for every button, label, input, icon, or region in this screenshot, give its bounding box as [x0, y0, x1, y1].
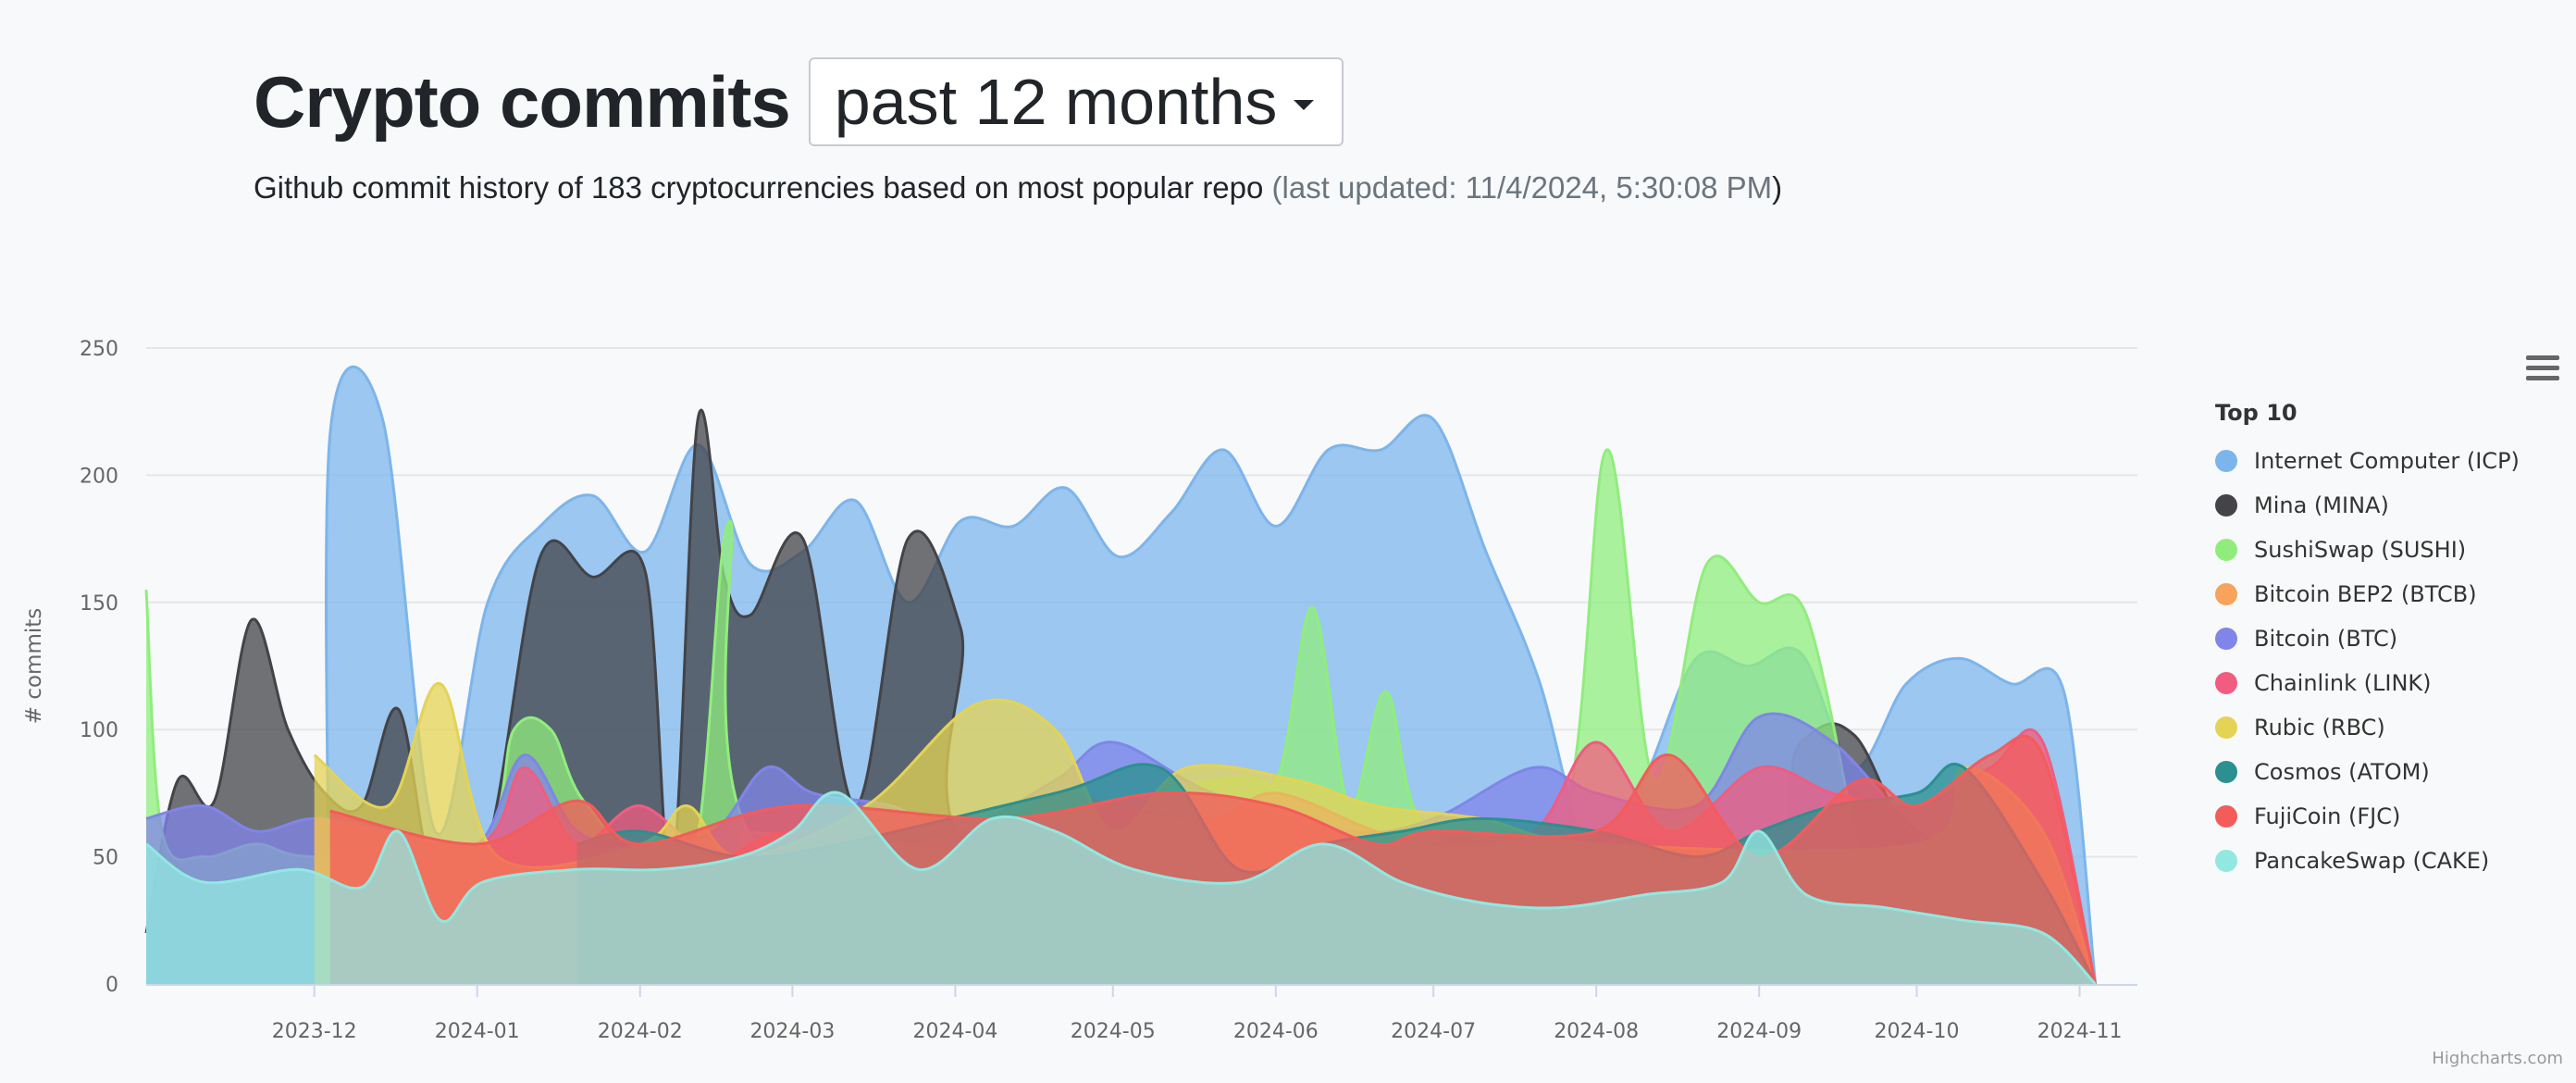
legend-marker-icon	[2215, 850, 2237, 872]
subtitle-close: )	[1772, 170, 1783, 205]
legend-label: Chainlink (LINK)	[2254, 670, 2432, 696]
series-area-pancakeswap-cake	[146, 792, 2096, 984]
y-tick-label: 150	[80, 592, 118, 616]
legend-label: PancakeSwap (CAKE)	[2254, 848, 2490, 874]
series-line-fujicoin-fjc	[329, 734, 2098, 985]
legend-label: SushiSwap (SUSHI)	[2254, 537, 2467, 563]
y-tick-label: 200	[80, 465, 118, 488]
x-tick-label: 2024-05	[1071, 1020, 1156, 1043]
legend-label: Rubic (RBC)	[2254, 715, 2385, 741]
legend-marker-icon	[2215, 583, 2237, 605]
legend-label: Cosmos (ATOM)	[2254, 759, 2430, 785]
x-tick-label: 2024-04	[912, 1020, 997, 1043]
legend-marker-icon	[2215, 805, 2237, 828]
legend-marker-icon	[2215, 494, 2237, 517]
caret-down-icon	[1294, 99, 1315, 110]
x-tick-label: 2024-11	[2037, 1020, 2123, 1043]
legend-item-bitcoin-btc[interactable]: Bitcoin (BTC)	[2215, 616, 2520, 661]
x-tick-label: 2024-03	[749, 1020, 835, 1043]
legend-item-chainlink-link[interactable]: Chainlink (LINK)	[2215, 661, 2520, 705]
period-dropdown[interactable]: past 12 months	[808, 57, 1344, 146]
x-tick-label: 2024-02	[598, 1020, 683, 1043]
y-tick-label: 50	[93, 847, 118, 870]
x-tick-label: 2024-06	[1233, 1020, 1319, 1043]
legend-marker-icon	[2215, 672, 2237, 694]
series-line-pancakeswap-cake	[145, 790, 2097, 986]
legend-label: FujiCoin (FJC)	[2254, 803, 2401, 829]
legend-marker-icon	[2215, 450, 2237, 472]
x-tick-label: 2024-09	[1716, 1020, 1802, 1043]
x-tick-label: 2024-10	[1875, 1020, 1960, 1043]
legend-label: Bitcoin (BTC)	[2254, 626, 2398, 652]
legend-item-fujicoin-fjc[interactable]: FujiCoin (FJC)	[2215, 794, 2520, 839]
legend-label: Mina (MINA)	[2254, 492, 2389, 518]
last-updated: (last updated: 11/4/2024, 5:30:08 PM	[1271, 170, 1773, 205]
legend-items: Internet Computer (ICP) Mina (MINA) SushiS…	[2215, 439, 2520, 883]
legend: Top 10 Internet Computer (ICP) Mina (MINA…	[2215, 400, 2520, 883]
page-title: Crypto commits	[254, 61, 791, 143]
legend-item-cosmos-atom[interactable]: Cosmos (ATOM)	[2215, 750, 2520, 794]
legend-item-bitcoin-bep2-btcb[interactable]: Bitcoin BEP2 (BTCB)	[2215, 572, 2520, 616]
legend-marker-icon	[2215, 761, 2237, 783]
legend-item-rubic-rbc[interactable]: Rubic (RBC)	[2215, 705, 2520, 750]
hamburger-menu-icon[interactable]	[2526, 355, 2559, 381]
x-tick-label: 2024-08	[1554, 1020, 1639, 1043]
legend-item-pancakeswap-cake[interactable]: PancakeSwap (CAKE)	[2215, 839, 2520, 883]
y-tick-label: 0	[105, 974, 118, 997]
legend-title: Top 10	[2215, 400, 2297, 426]
header: Crypto commits past 12 months	[254, 57, 1344, 146]
subtitle: Github commit history of 183 cryptocurre…	[254, 170, 1782, 205]
period-dropdown-value: past 12 months	[834, 66, 1278, 138]
subtitle-text: Github commit history of 183 cryptocurre…	[254, 170, 1272, 205]
legend-label: Internet Computer (ICP)	[2254, 448, 2520, 474]
legend-marker-icon	[2215, 539, 2237, 561]
legend-marker-icon	[2215, 628, 2237, 650]
y-axis-title: # commits	[22, 608, 46, 725]
x-tick-label: 2023-12	[272, 1020, 357, 1043]
legend-item-internet-computer-icp[interactable]: Internet Computer (ICP)	[2215, 439, 2520, 483]
legend-item-sushiswap-sushi[interactable]: SushiSwap (SUSHI)	[2215, 528, 2520, 572]
legend-label: Bitcoin BEP2 (BTCB)	[2254, 581, 2477, 607]
x-tick-label: 2024-07	[1391, 1020, 1476, 1043]
legend-marker-icon	[2215, 716, 2237, 739]
y-tick-label: 100	[80, 719, 118, 742]
x-tick-label: 2024-01	[435, 1020, 520, 1043]
legend-item-mina-mina[interactable]: Mina (MINA)	[2215, 483, 2520, 528]
title-row: Crypto commits past 12 months	[254, 57, 1344, 146]
credits[interactable]: Highcharts.com	[2432, 1049, 2563, 1068]
y-tick-label: 250	[80, 338, 118, 361]
